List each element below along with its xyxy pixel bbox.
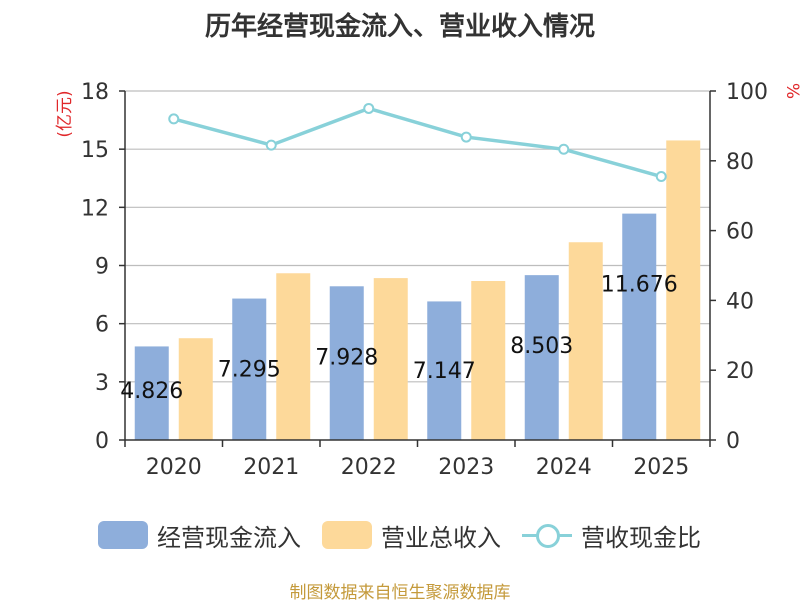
bar-cash-inflow <box>524 275 559 440</box>
legend-item-revenue[interactable]: 营业总收入 <box>322 518 501 552</box>
y-right-unit-label: % <box>782 83 800 99</box>
bar-revenue <box>666 140 701 441</box>
bar-cash-inflow <box>622 213 657 440</box>
data-label-cash-inflow: 4.826 <box>120 379 183 404</box>
bar-cash-inflow <box>427 301 462 440</box>
legend-swatch-cash-inflow <box>98 521 148 549</box>
ratio-point <box>265 139 277 151</box>
legend-item-cash-inflow[interactable]: 经营现金流入 <box>98 518 301 552</box>
data-label-cash-inflow: 7.928 <box>315 345 378 370</box>
bar-cash-inflow <box>134 346 169 440</box>
ratio-point <box>558 143 570 155</box>
data-label-cash-inflow: 8.503 <box>510 334 573 359</box>
y-left-tick-label: 3 <box>95 371 109 396</box>
data-labels: 4.826 7.295 7.928 7.147 8.503 11.676 <box>120 273 677 404</box>
ratio-point <box>168 113 180 125</box>
legend-label-revenue: 营业总收入 <box>381 523 501 552</box>
bar-cash-inflow <box>329 286 364 440</box>
y-right-tick-label: 40 <box>726 289 754 314</box>
bar-revenue <box>373 278 408 440</box>
chart-title: 历年经营现金流入、营业收入情况 <box>204 12 595 42</box>
y-right-tick-label: 80 <box>726 150 754 175</box>
y-left-tick-label: 12 <box>81 196 109 221</box>
x-tick-label: 2021 <box>243 455 299 480</box>
legend-item-ratio[interactable]: 营收现金比 <box>522 518 701 552</box>
axes: 0 3 6 9 12 15 18 0 20 40 60 80 100 (亿元) % 2020 2021 2022 2… <box>55 80 800 480</box>
y-left-tick-label: 18 <box>81 80 109 105</box>
legend-label-ratio: 营收现金比 <box>581 523 701 552</box>
x-tick-label: 2025 <box>633 455 689 480</box>
legend-line-icon <box>522 521 572 549</box>
y-left-tick-label: 0 <box>95 429 109 454</box>
y-left-tick-label: 9 <box>95 255 109 280</box>
y-left-tick-label: 6 <box>95 313 109 338</box>
y-left-tick-label: 15 <box>81 138 109 163</box>
ratio-point <box>655 171 667 183</box>
source-footer: 制图数据来自恒生聚源数据库 <box>289 583 511 603</box>
legend: 经营现金流入 营业总收入 营收现金比 <box>0 518 800 552</box>
x-tick-label: 2024 <box>536 455 592 480</box>
y-right-tick-label: 0 <box>726 429 740 454</box>
bars <box>134 140 701 441</box>
ratio-point <box>460 131 472 143</box>
grid-lines <box>125 90 710 383</box>
data-label-cash-inflow: 7.147 <box>413 359 476 384</box>
x-tick-label: 2023 <box>438 455 494 480</box>
bar-cash-inflow <box>232 298 267 440</box>
x-tick-label: 2022 <box>341 455 397 480</box>
y-right-tick-label: 20 <box>726 359 754 384</box>
bar-revenue <box>471 281 506 440</box>
bar-revenue <box>568 242 603 440</box>
legend-swatch-revenue <box>322 521 372 549</box>
data-label-cash-inflow: 7.295 <box>218 358 281 383</box>
ratio-line <box>168 102 667 183</box>
ratio-point <box>363 102 375 114</box>
x-tick-label: 2020 <box>146 455 202 480</box>
data-label-cash-inflow: 11.676 <box>601 273 678 298</box>
y-right-tick-label: 100 <box>726 80 768 105</box>
y-left-unit-label: (亿元) <box>55 90 75 137</box>
bar-revenue <box>276 273 311 440</box>
bar-revenue <box>178 338 213 440</box>
y-right-tick-label: 60 <box>726 220 754 245</box>
ratio-line-path <box>173 106 662 179</box>
legend-label-cash-inflow: 经营现金流入 <box>157 523 301 552</box>
